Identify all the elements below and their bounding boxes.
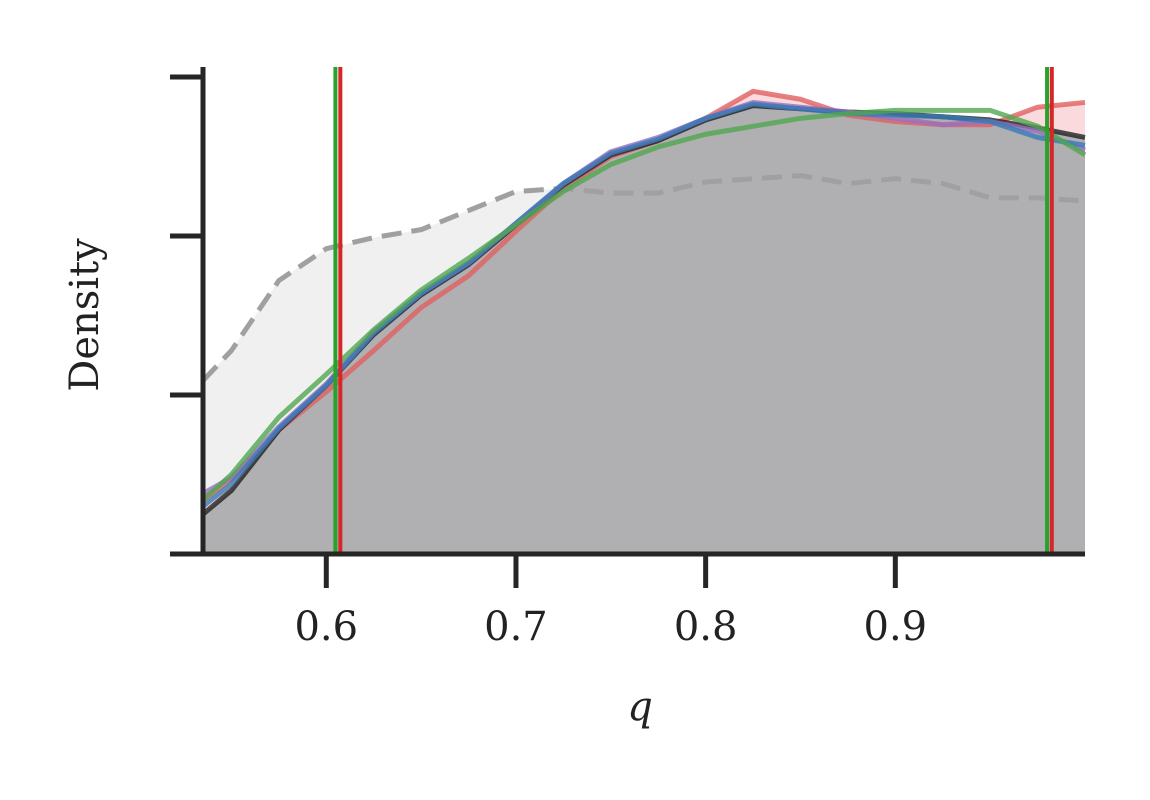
- y-axis-label: Density: [62, 238, 108, 392]
- x-tick-label: 0.6: [294, 604, 358, 650]
- x-tick-label: 0.8: [674, 604, 738, 650]
- x-axis-label: q: [627, 684, 653, 730]
- x-tick-label: 0.9: [864, 604, 928, 650]
- x-tick-label: 0.7: [484, 604, 548, 650]
- area-fill: [203, 105, 1085, 555]
